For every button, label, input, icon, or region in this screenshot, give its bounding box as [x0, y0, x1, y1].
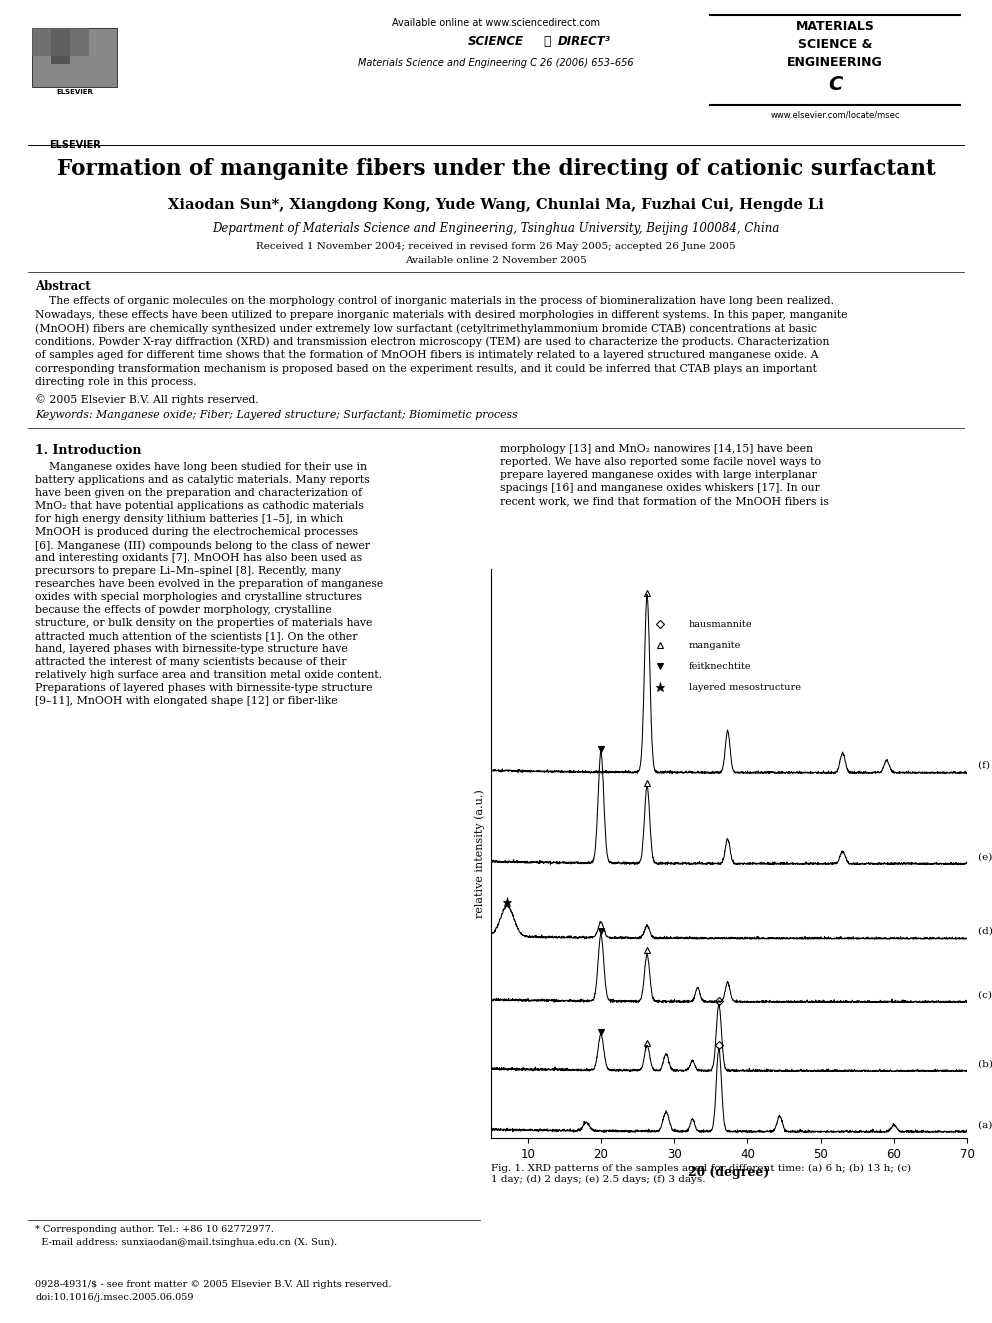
Text: attracted much attention of the scientists [1]. On the other: attracted much attention of the scientis… — [35, 631, 357, 642]
Bar — [33, 28, 117, 87]
Text: Preparations of layered phases with birnessite-type structure: Preparations of layered phases with birn… — [35, 683, 373, 693]
Text: [6]. Manganese (III) compounds belong to the class of newer: [6]. Manganese (III) compounds belong to… — [35, 540, 370, 550]
Text: Fig. 1. XRD patterns of the samples aged for different time: (a) 6 h; (b) 13 h; : Fig. 1. XRD patterns of the samples aged… — [491, 1164, 912, 1184]
Text: structure, or bulk density on the properties of materials have: structure, or bulk density on the proper… — [35, 618, 372, 628]
Text: Formation of manganite fibers under the directing of cationic surfactant: Formation of manganite fibers under the … — [57, 157, 935, 180]
Text: MnO₂ that have potential applications as cathodic materials: MnO₂ that have potential applications as… — [35, 501, 364, 511]
Text: manganite: manganite — [688, 640, 741, 650]
Text: morphology [13] and MnO₂ nanowires [14,15] have been: morphology [13] and MnO₂ nanowires [14,1… — [500, 445, 813, 454]
Text: SCIENCE &: SCIENCE & — [798, 38, 872, 52]
Text: [9–11], MnOOH with elongated shape [12] or fiber-like: [9–11], MnOOH with elongated shape [12] … — [35, 696, 337, 706]
Text: prepare layered manganese oxides with large interplanar: prepare layered manganese oxides with la… — [500, 470, 816, 480]
Text: Available online at www.sciencedirect.com: Available online at www.sciencedirect.co… — [392, 19, 600, 28]
Text: Abstract: Abstract — [35, 280, 90, 292]
Text: (b) 13 hours: (b) 13 hours — [978, 1060, 992, 1069]
Text: Materials Science and Engineering C 26 (2006) 653–656: Materials Science and Engineering C 26 (… — [358, 58, 634, 67]
Text: doi:10.1016/j.msec.2005.06.059: doi:10.1016/j.msec.2005.06.059 — [35, 1293, 193, 1302]
Text: * Corresponding author. Tel.: +86 10 62772977.: * Corresponding author. Tel.: +86 10 627… — [35, 1225, 274, 1234]
Text: MATERIALS: MATERIALS — [796, 20, 874, 33]
Text: directing role in this process.: directing role in this process. — [35, 377, 196, 388]
Text: hand, layered phases with birnessite-type structure have: hand, layered phases with birnessite-typ… — [35, 644, 348, 654]
Text: © 2005 Elsevier B.V. All rights reserved.: © 2005 Elsevier B.V. All rights reserved… — [35, 394, 259, 405]
Text: Keywords: Manganese oxide; Fiber; Layered structure; Surfactant; Biomimetic proc: Keywords: Manganese oxide; Fiber; Layere… — [35, 410, 518, 419]
Text: (c) 1 day: (c) 1 day — [978, 991, 992, 1000]
Text: (d) 2 days: (d) 2 days — [978, 927, 992, 937]
Text: relatively high surface area and transition metal oxide content.: relatively high surface area and transit… — [35, 669, 382, 680]
Text: Available online 2 November 2005: Available online 2 November 2005 — [405, 255, 587, 265]
X-axis label: 2θ (degree): 2θ (degree) — [688, 1166, 770, 1179]
Text: (MnOOH) fibers are chemically synthesized under extremely low surfactant (cetylt: (MnOOH) fibers are chemically synthesize… — [35, 323, 816, 333]
Text: Manganese oxides have long been studied for their use in: Manganese oxides have long been studied … — [35, 462, 367, 472]
Text: www.elsevier.com/locate/msec: www.elsevier.com/locate/msec — [770, 110, 900, 119]
Bar — [33, 28, 89, 56]
Text: Department of Materials Science and Engineering, Tsinghua University, Beijing 10: Department of Materials Science and Engi… — [212, 222, 780, 235]
Bar — [52, 28, 70, 64]
Text: because the effects of powder morphology, crystalline: because the effects of powder morphology… — [35, 605, 331, 615]
Text: SCIENCE: SCIENCE — [468, 34, 524, 48]
Text: ELSEVIER: ELSEVIER — [57, 89, 93, 95]
Text: DIRECT³: DIRECT³ — [558, 34, 611, 48]
Text: researches have been evolved in the preparation of manganese: researches have been evolved in the prep… — [35, 579, 383, 589]
Text: 1. Introduction: 1. Introduction — [35, 445, 142, 456]
Text: oxides with special morphologies and crystalline structures: oxides with special morphologies and cry… — [35, 591, 362, 602]
Text: The effects of organic molecules on the morphology control of inorganic material: The effects of organic molecules on the … — [35, 296, 834, 306]
Text: layered mesostructure: layered mesostructure — [688, 683, 801, 692]
Text: attracted the interest of many scientists because of their: attracted the interest of many scientist… — [35, 658, 346, 667]
Text: ENGINEERING: ENGINEERING — [787, 56, 883, 69]
Text: conditions. Powder X-ray diffraction (XRD) and transmission electron microscopy : conditions. Powder X-ray diffraction (XR… — [35, 336, 829, 347]
Y-axis label: relative intensity (a.u.): relative intensity (a.u.) — [475, 789, 485, 918]
Text: feitknechtite: feitknechtite — [688, 662, 752, 671]
Text: Xiaodan Sun*, Xiangdong Kong, Yude Wang, Chunlai Ma, Fuzhai Cui, Hengde Li: Xiaodan Sun*, Xiangdong Kong, Yude Wang,… — [168, 198, 824, 212]
Text: recent work, we find that formation of the MnOOH fibers is: recent work, we find that formation of t… — [500, 496, 829, 505]
Text: battery applications and as catalytic materials. Many reports: battery applications and as catalytic ma… — [35, 475, 370, 486]
Text: have been given on the preparation and characterization of: have been given on the preparation and c… — [35, 488, 362, 497]
Text: (e) 2.5 days: (e) 2.5 days — [978, 852, 992, 861]
Text: hausmannite: hausmannite — [688, 619, 753, 628]
Text: (f) 3 days: (f) 3 days — [978, 761, 992, 770]
Text: MnOOH is produced during the electrochemical processes: MnOOH is produced during the electrochem… — [35, 527, 358, 537]
Text: 0928-4931/$ - see front matter © 2005 Elsevier B.V. All rights reserved.: 0928-4931/$ - see front matter © 2005 El… — [35, 1279, 392, 1289]
Text: (a) 6 hours: (a) 6 hours — [978, 1121, 992, 1130]
Text: and interesting oxidants [7]. MnOOH has also been used as: and interesting oxidants [7]. MnOOH has … — [35, 553, 362, 564]
Text: ELSEVIER: ELSEVIER — [50, 140, 101, 149]
Text: C: C — [828, 75, 842, 94]
Text: of samples aged for different time shows that the formation of MnOOH fibers is i: of samples aged for different time shows… — [35, 351, 818, 360]
Text: spacings [16] and manganese oxides whiskers [17]. In our: spacings [16] and manganese oxides whisk… — [500, 483, 819, 493]
Text: ⓐ: ⓐ — [543, 34, 551, 48]
Text: for high energy density lithium batteries [1–5], in which: for high energy density lithium batterie… — [35, 515, 343, 524]
Text: E-mail address: sunxiaodan@mail.tsinghua.edu.cn (X. Sun).: E-mail address: sunxiaodan@mail.tsinghua… — [35, 1238, 337, 1248]
Text: precursors to prepare Li–Mn–spinel [8]. Recently, many: precursors to prepare Li–Mn–spinel [8]. … — [35, 566, 341, 576]
Text: corresponding transformation mechanism is proposed based on the experiment resul: corresponding transformation mechanism i… — [35, 364, 816, 373]
Text: reported. We have also reported some facile novel ways to: reported. We have also reported some fac… — [500, 456, 821, 467]
Text: Nowadays, these effects have been utilized to prepare inorganic materials with d: Nowadays, these effects have been utiliz… — [35, 310, 847, 319]
Text: Received 1 November 2004; received in revised form 26 May 2005; accepted 26 June: Received 1 November 2004; received in re… — [256, 242, 736, 251]
